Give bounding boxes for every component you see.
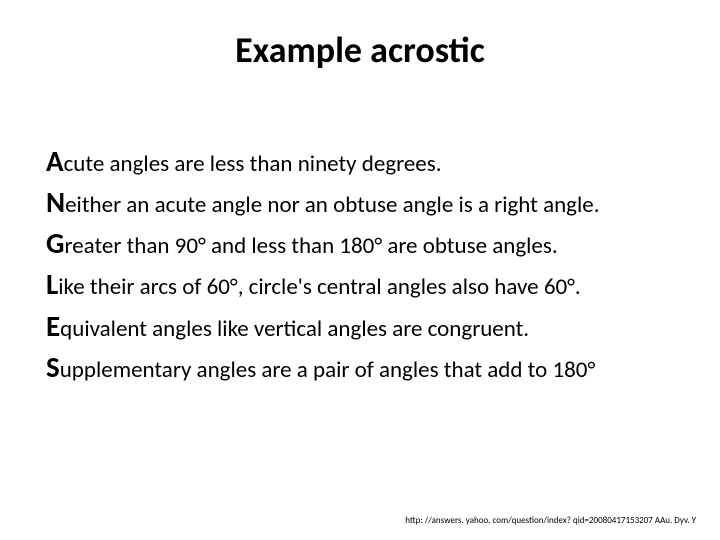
acrostic-cap: S [46, 349, 60, 385]
acrostic-rest: either an acute angle nor an obtuse angl… [65, 191, 599, 219]
acrostic-list: Acute angles are less than ninety degree… [46, 142, 680, 387]
acrostic-rest: reater than 90° and less than 180° are o… [64, 232, 557, 260]
acrostic-line: Greater than 90° and less than 180° are … [46, 224, 680, 263]
acrostic-line: Neither an acute angle nor an obtuse ang… [46, 183, 680, 222]
acrostic-rest: ike their arcs of 60°, circle's central … [58, 273, 580, 301]
slide-title: Example acrostic [40, 28, 680, 72]
acrostic-rest: cute angles are less than ninety degrees… [64, 150, 442, 178]
slide-container: Example acrostic Acute angles are less t… [0, 0, 720, 540]
acrostic-cap: E [46, 308, 60, 344]
acrostic-line: Equivalent angles like vertical angles a… [46, 307, 680, 346]
acrostic-rest: quivalent angles like vertical angles ar… [60, 315, 529, 343]
acrostic-line: Acute angles are less than ninety degree… [46, 142, 680, 181]
acrostic-rest: upplementary angles are a pair of angles… [60, 356, 596, 384]
acrostic-cap: A [46, 143, 64, 179]
acrostic-cap: N [46, 184, 65, 220]
footer-citation: http: //answers. yahoo. com/question/ind… [405, 515, 696, 526]
acrostic-line: Supplementary angles are a pair of angle… [46, 348, 680, 387]
acrostic-cap: G [46, 225, 64, 261]
acrostic-line: Like their arcs of 60°, circle's central… [46, 265, 680, 304]
acrostic-cap: L [46, 266, 58, 302]
